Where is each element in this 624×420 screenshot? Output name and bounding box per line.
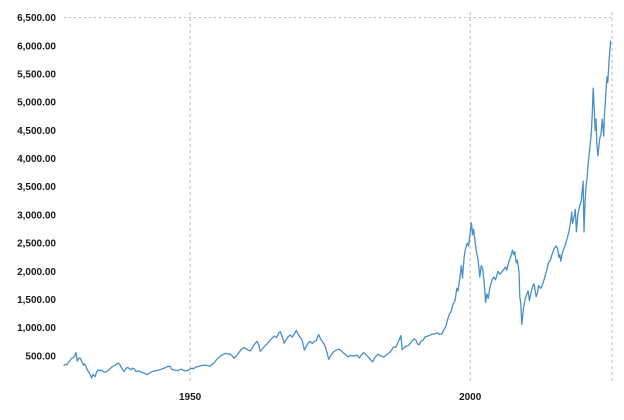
y-axis-tick-label: 6,500.00 bbox=[17, 13, 56, 24]
x-axis-tick-label: 2000 bbox=[459, 392, 482, 403]
price-line bbox=[63, 40, 612, 379]
x-axis-tick-label: 1950 bbox=[179, 392, 202, 403]
y-axis-tick-label: 2,500.00 bbox=[17, 239, 56, 250]
y-axis-tick-label: 5,500.00 bbox=[17, 70, 56, 81]
y-axis-tick-label: 4,500.00 bbox=[17, 126, 56, 137]
y-axis-tick-label: 1,500.00 bbox=[17, 295, 56, 306]
y-axis-tick-label: 3,500.00 bbox=[17, 182, 56, 193]
y-axis-tick-label: 6,000.00 bbox=[17, 41, 56, 52]
y-axis-tick-label: 500.00 bbox=[25, 351, 56, 362]
y-axis-tick-label: 3,000.00 bbox=[17, 210, 56, 221]
y-axis-tick-label: 4,000.00 bbox=[17, 154, 56, 165]
y-axis-tick-label: 1,000.00 bbox=[17, 323, 56, 334]
y-axis-tick-label: 2,000.00 bbox=[17, 267, 56, 278]
y-axis-tick-label: 5,000.00 bbox=[17, 98, 56, 109]
